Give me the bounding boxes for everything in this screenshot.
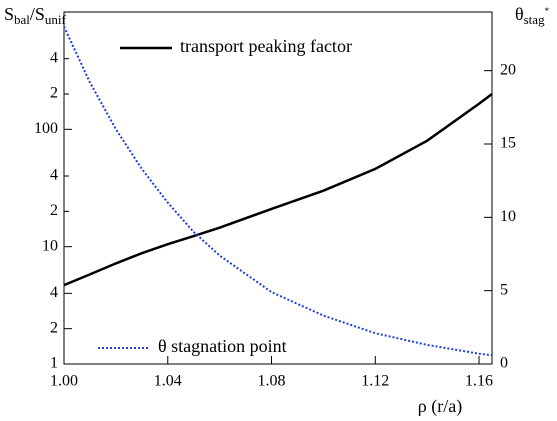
x-tick-label: 1.00 — [50, 373, 78, 390]
y-axis-label: Sbal/Sunif — [4, 4, 67, 27]
y-tick-label: 2 — [50, 319, 58, 336]
y2-tick-label: 20 — [500, 61, 516, 78]
y2-tick-label: 10 — [500, 208, 516, 225]
series-line — [63, 93, 493, 287]
y2-tick-label: 0 — [500, 355, 508, 372]
x-axis-label: ρ (r/a) — [418, 396, 462, 417]
series-line — [63, 26, 493, 357]
legend-label: θ stagnation point — [158, 336, 287, 356]
y-tick-label: 2 — [50, 85, 58, 102]
y-tick-label: 4 — [50, 167, 58, 184]
x-tick-label: 1.08 — [258, 373, 286, 390]
y-tick-label: 2 — [50, 202, 58, 219]
legend-label: transport peaking factor — [180, 36, 352, 56]
plot-frame — [63, 11, 493, 365]
x-tick-label: 1.04 — [154, 373, 182, 390]
y2-tick-label: 5 — [500, 281, 508, 298]
y-tick-label: 4 — [50, 284, 58, 301]
y-tick-label: 1 — [50, 355, 58, 372]
y-tick-label: 4 — [50, 49, 58, 66]
y-tick-label: 100 — [34, 120, 58, 137]
y2-tick-label: 15 — [500, 135, 516, 152]
y-tick-label: 10 — [42, 237, 58, 254]
x-tick-label: 1.12 — [361, 373, 389, 390]
y2-axis-label: θstag* — [515, 4, 550, 27]
x-tick-label: 1.16 — [465, 373, 493, 390]
